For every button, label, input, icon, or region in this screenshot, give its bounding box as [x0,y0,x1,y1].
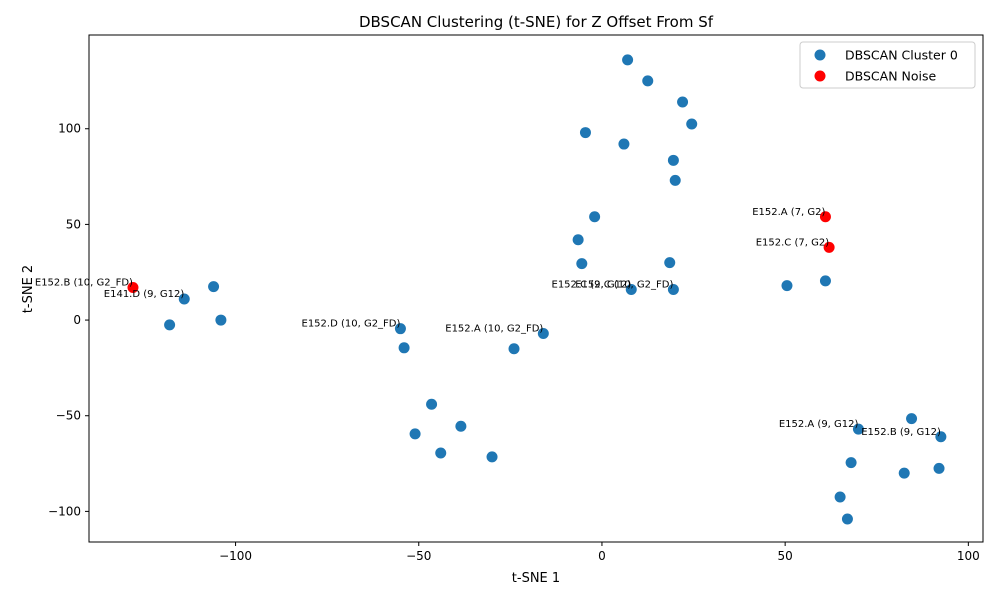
cluster-0-point [398,342,410,354]
cluster-0-point [669,174,681,186]
cluster-0-point [667,283,679,295]
cluster-0-point [642,75,654,87]
cluster-0-point [409,428,421,440]
point-annotation: E152.A (10, G2_FD) [445,323,543,334]
cluster-0-point [664,257,676,269]
cluster-0-point [394,323,406,335]
cluster-0-point [677,96,689,108]
point-annotation: E152.A (9, G12) [779,419,859,430]
y-tick-label: 50 [66,217,81,231]
x-tick-label: 100 [957,549,980,563]
noise-point [823,241,835,253]
cluster-0-point [781,280,793,292]
cluster-0-point [579,127,591,139]
cluster-0-point [622,54,634,66]
cluster-0-point [819,275,831,287]
cluster-0-point [178,293,190,305]
noise-point [127,282,139,294]
legend-label: DBSCAN Noise [845,69,937,84]
point-annotation: E152.C (9, G12) [552,279,632,290]
cluster-0-point [589,211,601,223]
plot-frame [88,34,984,543]
x-tick-label: 50 [778,549,793,563]
legend-marker [814,49,826,61]
cluster-0-point [625,283,637,295]
cluster-0-point [435,447,447,459]
cluster-0-point [164,319,176,331]
cluster-0-point [618,138,630,150]
cluster-0-point [215,314,227,326]
legend-label: DBSCAN Cluster 0 [845,48,958,63]
x-tick-label: −50 [406,549,431,563]
cluster-0-point [455,420,467,432]
cluster-0-point [537,327,549,339]
y-tick-label: 100 [58,122,81,136]
cluster-0-point [834,491,846,503]
point-annotation: E141.D (9, G12) [104,289,185,300]
y-tick-label: −50 [56,409,81,423]
cluster-0-point [486,451,498,463]
x-tick-label: −100 [219,549,252,563]
cluster-0-point [906,413,918,425]
point-annotation: E152.C (10, G2_FD) [575,279,673,290]
cluster-0-point [426,398,438,410]
cluster-0-point [933,462,945,474]
x-axis-label: t-SNE 1 [512,571,560,586]
cluster-0-point [576,258,588,270]
cluster-0-point [572,234,584,246]
cluster-0-point [841,513,853,525]
cluster-0-point [686,118,698,130]
y-tick-label: −100 [48,504,81,518]
plot-area: −100 −50 0 50 100 −100 −50 0 50 100 E152.A (7, G2)… [35,34,984,563]
point-annotation: E152.B (10, G2_FD) [35,278,133,289]
legend-marker [814,70,826,82]
x-tick-label: 0 [598,549,606,563]
y-tick-label: 0 [73,313,81,327]
cluster-0-point [667,154,679,166]
chart-title: DBSCAN Clustering (t-SNE) for Z Offset F… [359,13,714,31]
point-annotation: E152.C (7, G2) [756,237,829,248]
cluster-0-point [208,281,220,293]
cluster-0-point [508,343,520,355]
cluster-0-point [852,423,864,435]
cluster-0-point [845,457,857,469]
noise-point [819,211,831,223]
cluster-0-point [898,467,910,479]
y-axis-label: t-SNE 2 [21,265,36,313]
point-annotation: E152.D (10, G2_FD) [302,319,401,330]
legend-box [799,41,976,89]
point-annotation: E152.B (9, G12) [861,427,941,438]
legend: DBSCAN Cluster 0 DBSCAN Noise [799,41,976,89]
cluster-0-point [935,431,947,443]
point-annotation: E152.A (7, G2) [752,207,825,218]
